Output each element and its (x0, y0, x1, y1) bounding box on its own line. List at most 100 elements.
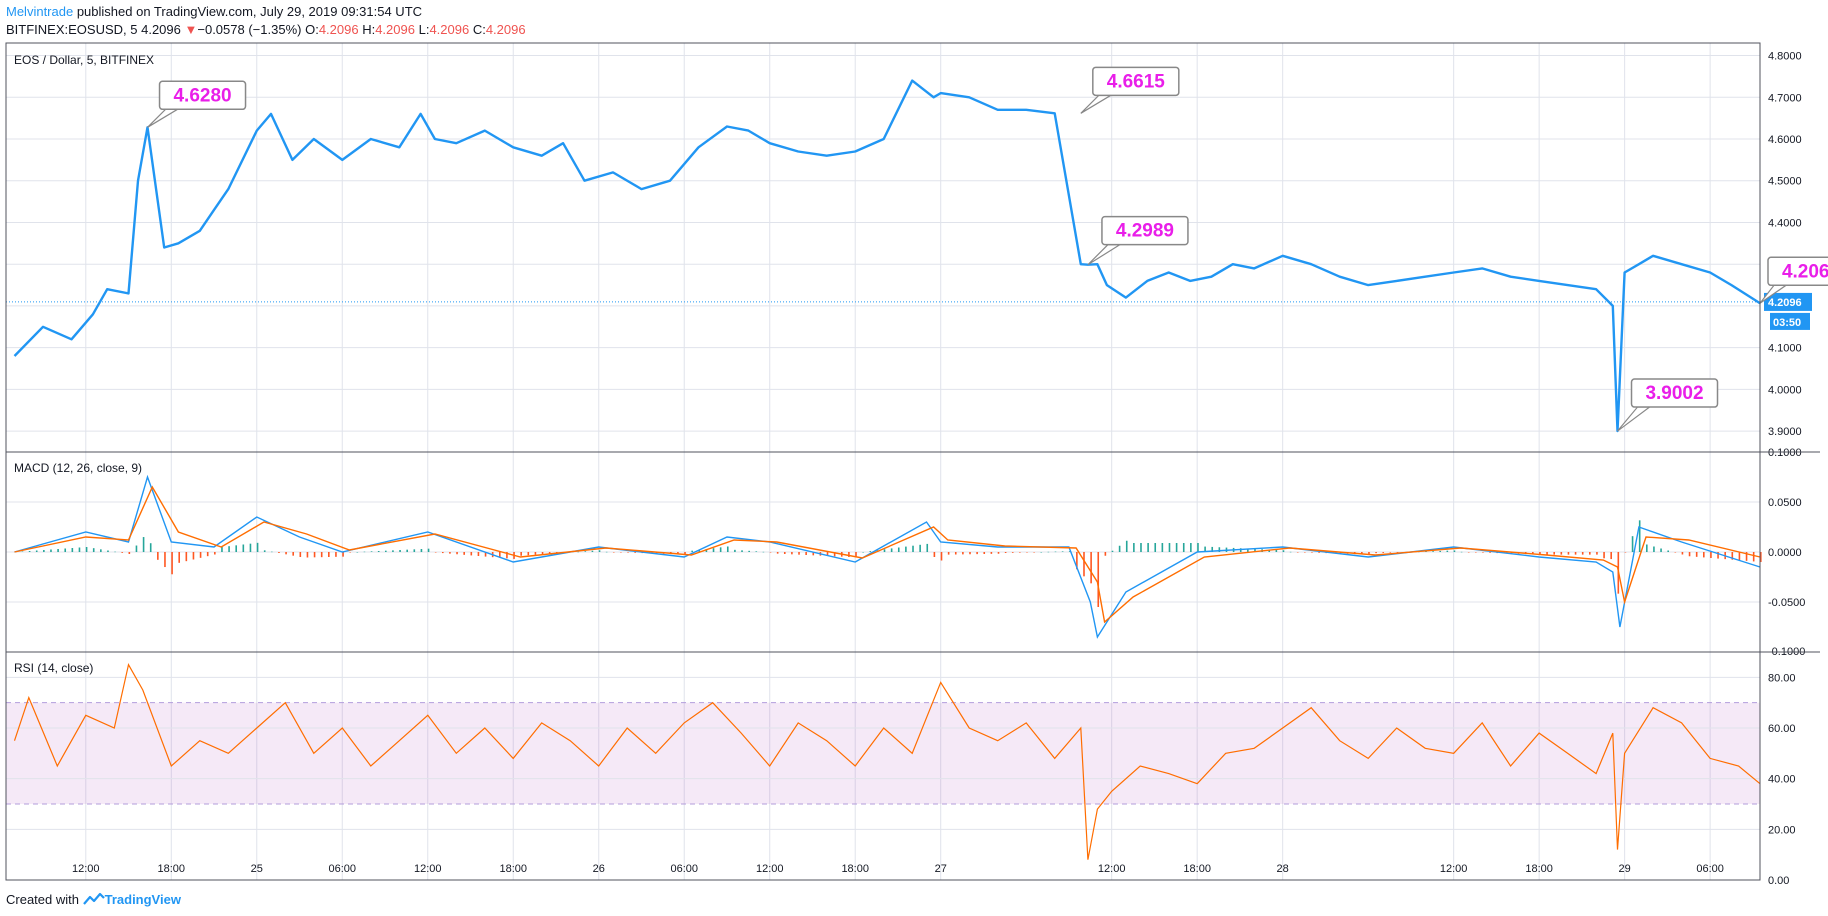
macd-histogram-bar (21, 551, 24, 552)
macd-histogram-bar (1660, 548, 1662, 552)
macd-histogram-bar (1004, 552, 1007, 553)
macd-histogram-bar (456, 552, 458, 555)
macd-histogram-bar (691, 550, 693, 552)
macd-histogram-bar (1752, 552, 1755, 562)
macd-histogram-bar (349, 552, 351, 553)
macd-histogram-bar (890, 548, 893, 552)
macd-histogram-bar (370, 551, 373, 552)
countdown-label: 03:50 (1773, 317, 1801, 329)
macd-histogram-bar (185, 552, 188, 562)
macd-histogram-bar (413, 549, 416, 552)
time-axis-tick: 26 (593, 863, 605, 875)
macd-histogram-bar (484, 552, 487, 557)
macd-axis-tick: -0.0500 (1768, 597, 1805, 609)
macd-histogram-bar (135, 545, 138, 552)
macd-histogram-bar (335, 552, 337, 557)
macd-histogram-bar (541, 552, 544, 555)
callout-pointer (1080, 94, 1113, 114)
rsi-axis-tick: 80.00 (1768, 672, 1796, 684)
macd-histogram-bar (320, 552, 323, 558)
macd-histogram-bar (605, 551, 608, 553)
macd-histogram-bar (997, 552, 1000, 554)
macd-histogram-bar (1539, 552, 1541, 555)
time-axis-tick: 18:00 (841, 863, 869, 875)
macd-histogram-bar (1389, 552, 1392, 553)
macd-histogram-bar (1125, 540, 1128, 552)
macd-histogram-bar (1667, 550, 1669, 552)
low-value: 4.2096 (429, 22, 470, 37)
macd-histogram-bar (1254, 548, 1256, 552)
macd-histogram-bar (406, 549, 408, 552)
macd-histogram-bar (1011, 552, 1014, 553)
callout-label: 4.2063 (1782, 261, 1828, 282)
time-axis-tick: 12:00 (72, 863, 100, 875)
high-value: 4.2096 (375, 22, 415, 37)
macd-histogram-bar (142, 537, 145, 552)
macd-histogram-bar (1396, 552, 1399, 553)
footer: Created with TradingView (6, 892, 181, 907)
callout-box (1101, 215, 1189, 246)
macd-histogram-bar (57, 549, 59, 552)
tradingview-brand-link[interactable]: TradingView (104, 892, 181, 907)
callout-pointer (147, 108, 180, 128)
macd-histogram-bar (50, 549, 52, 552)
macd-histogram-bar (385, 550, 387, 552)
macd-histogram-bar (947, 552, 950, 555)
macd-histogram-bar (1019, 552, 1021, 553)
macd-histogram-bar (1133, 543, 1135, 552)
macd-histogram-bar (1681, 552, 1684, 555)
callout-label: 4.6280 (173, 85, 231, 106)
macd-histogram-bar (71, 548, 74, 552)
author-link[interactable]: Melvintrade (6, 4, 74, 19)
macd-histogram-bar (206, 552, 209, 557)
published-text: published on TradingView.com, July 29, 2… (76, 4, 423, 19)
macd-histogram-bar (1175, 543, 1178, 552)
macd-histogram-bar (449, 552, 451, 554)
macd-histogram-bar (620, 552, 622, 553)
macd-histogram-bar (826, 552, 829, 556)
macd-histogram-bar (548, 552, 551, 554)
macd-histogram-bar (520, 552, 522, 556)
price-axis-tick: 4.4000 (1768, 217, 1802, 229)
low-label: L: (418, 22, 430, 37)
macd-histogram-bar (919, 544, 921, 552)
time-axis-tick: 12:00 (1098, 863, 1126, 875)
macd-histogram-bar (1161, 543, 1164, 552)
macd-histogram-bar (897, 547, 900, 552)
rsi-line (13, 663, 1761, 860)
macd-histogram-bar (912, 545, 914, 552)
macd-histogram-bar (869, 551, 872, 552)
macd-histogram-bar (35, 550, 38, 552)
macd-histogram-bar (1638, 520, 1641, 552)
callout-label: 4.6615 (1107, 71, 1166, 92)
close-value: 4.2096 (485, 22, 526, 37)
price-axis-tick: 4.8000 (1768, 51, 1802, 63)
macd-histogram-bar (263, 550, 266, 552)
macd-histogram-bar (1111, 550, 1114, 552)
macd-histogram-bar (755, 551, 758, 552)
macd-histogram-bar (1147, 543, 1149, 552)
close-label: C: (472, 22, 486, 37)
callout-label: 3.9002 (1645, 383, 1703, 404)
macd-histogram-bar (1646, 544, 1648, 552)
macd-histogram-bar (235, 545, 238, 552)
macd-histogram-bar (171, 552, 173, 575)
macd-histogram-bar (242, 544, 245, 552)
macd-histogram-bar (812, 552, 815, 556)
macd-histogram-bar (1361, 552, 1363, 555)
macd-histogram-bar (1532, 552, 1534, 555)
time-axis-tick: 06:00 (670, 863, 698, 875)
macd-histogram-bar (883, 549, 886, 552)
change-down-icon: ▼ (184, 22, 198, 37)
macd-histogram-bar (534, 552, 537, 555)
macd-histogram-bar (221, 547, 223, 552)
macd-histogram-bar (1218, 547, 1221, 552)
macd-histogram-bar (1460, 551, 1463, 553)
macd-histogram-bar (100, 549, 102, 552)
macd-histogram-bar (1026, 552, 1028, 553)
macd-histogram-bar (1653, 546, 1655, 552)
macd-histogram-bar (292, 552, 294, 556)
symbol-name[interactable]: BITFINEX:EOSUSD, 5 (6, 22, 138, 37)
macd-histogram-bar (1624, 552, 1627, 553)
